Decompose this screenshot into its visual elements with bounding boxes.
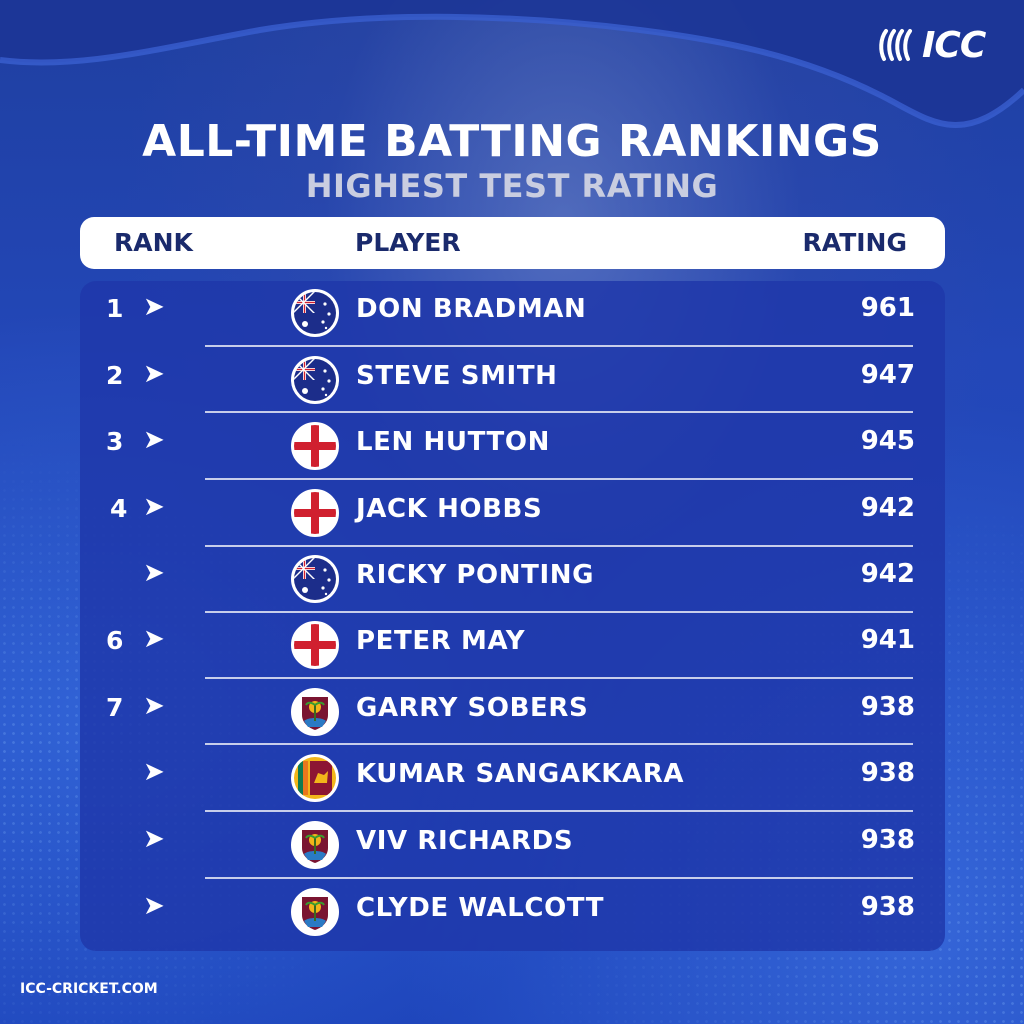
- player-name: GARRY SOBERS: [356, 693, 589, 723]
- arrow-icon: ➤: [143, 492, 165, 522]
- table-row: 3 ➤ LEN HUTTON 945: [80, 413, 945, 479]
- west-indies-flag-icon: [291, 888, 339, 936]
- player-rating: 938: [860, 825, 915, 855]
- player-name: LEN HUTTON: [356, 427, 550, 457]
- player-rating: 961: [860, 293, 915, 323]
- arrow-icon: ➤: [143, 624, 165, 654]
- column-header-rank: RANK: [114, 228, 193, 257]
- arrow-icon: ➤: [143, 425, 165, 455]
- row-divider: [205, 810, 913, 812]
- west-indies-flag-icon: [291, 688, 339, 736]
- row-divider: [205, 411, 913, 413]
- player-rating: 945: [860, 426, 915, 456]
- arrow-icon: ➤: [143, 558, 165, 588]
- player-rating: 938: [860, 892, 915, 922]
- player-rating: 941: [860, 625, 915, 655]
- player-name: KUMAR SANGAKKARA: [356, 759, 685, 789]
- row-divider: [205, 545, 913, 547]
- row-divider: [205, 743, 913, 745]
- player-name: JACK HOBBS: [356, 494, 543, 524]
- arrow-icon: ➤: [143, 824, 165, 854]
- player-rating: 942: [860, 559, 915, 589]
- table-row: ➤ RICKY PONTING 942: [80, 546, 945, 612]
- row-rank: 4: [110, 494, 128, 523]
- player-rating: 947: [860, 360, 915, 390]
- table-row: ➤ VIV RICHARDS 938: [80, 812, 945, 878]
- west-indies-flag-icon: [291, 821, 339, 869]
- row-rank: 2: [106, 361, 124, 390]
- row-rank: 3: [106, 427, 124, 456]
- icc-logo: ICC: [876, 24, 986, 66]
- table-row: 6 ➤ PETER MAY 941: [80, 612, 945, 678]
- player-rating: 938: [860, 758, 915, 788]
- player-rating: 942: [860, 493, 915, 523]
- england-flag-icon: [291, 621, 339, 669]
- arrow-icon: ➤: [143, 691, 165, 721]
- table-row: 4 ➤ JACK HOBBS 942: [80, 480, 945, 546]
- rankings-panel: [80, 281, 945, 951]
- logo-text: ICC: [922, 24, 986, 66]
- arrow-icon: ➤: [143, 757, 165, 787]
- row-rank: 1: [106, 294, 124, 323]
- page-title: ALL-TIME BATTING RANKINGS: [142, 116, 882, 167]
- table-row: ➤ KUMAR SANGAKKARA 938: [80, 745, 945, 811]
- england-flag-icon: [291, 422, 339, 470]
- footer-site: ICC-CRICKET.COM: [20, 981, 158, 997]
- row-divider: [205, 478, 913, 480]
- player-name: VIV RICHARDS: [356, 826, 574, 856]
- row-rank: 6: [106, 626, 124, 655]
- table-row: 7 ➤ GARRY SOBERS 938: [80, 679, 945, 745]
- player-name: PETER MAY: [356, 626, 526, 656]
- icc-logo-icon: [879, 29, 912, 61]
- arrow-icon: ➤: [143, 359, 165, 389]
- row-rank: 7: [106, 693, 124, 722]
- australia-flag-icon: [291, 289, 339, 337]
- arrow-icon: ➤: [143, 292, 165, 322]
- row-divider: [205, 611, 913, 613]
- australia-flag-icon: [291, 356, 339, 404]
- background-wave: [0, 0, 1024, 129]
- player-name: RICKY PONTING: [356, 560, 595, 590]
- table-row: ➤ CLYDE WALCOTT 938: [80, 879, 945, 945]
- row-divider: [205, 345, 913, 347]
- sri-lanka-flag-icon: [291, 754, 339, 802]
- table-header: RANK PLAYER RATING: [80, 217, 945, 269]
- player-rating: 938: [860, 692, 915, 722]
- row-divider: [205, 877, 913, 879]
- page-subtitle: HIGHEST TEST RATING: [305, 167, 719, 205]
- column-header-player: PLAYER: [355, 228, 461, 257]
- player-name: STEVE SMITH: [356, 361, 558, 391]
- table-row: 1 ➤ DON BRADMAN 961: [80, 280, 945, 346]
- player-name: CLYDE WALCOTT: [356, 893, 605, 923]
- arrow-icon: ➤: [143, 891, 165, 921]
- player-name: DON BRADMAN: [356, 294, 587, 324]
- england-flag-icon: [291, 489, 339, 537]
- table-row: 2 ➤ STEVE SMITH 947: [80, 347, 945, 413]
- column-header-rating: RATING: [802, 228, 907, 257]
- row-divider: [205, 677, 913, 679]
- australia-flag-icon: [291, 555, 339, 603]
